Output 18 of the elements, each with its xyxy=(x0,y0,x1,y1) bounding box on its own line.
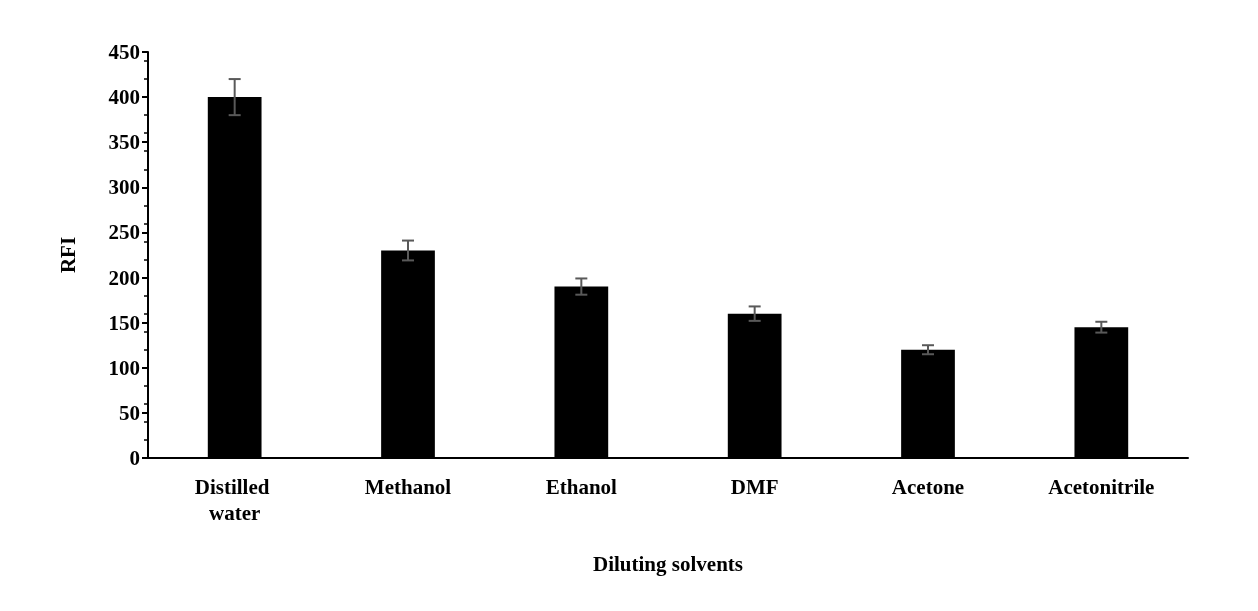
x-tick-label: Distilled water xyxy=(194,475,275,525)
x-tick-label: Ethanol xyxy=(545,475,618,499)
x-tick-label: DMF xyxy=(730,475,779,499)
y-tick-label: 300 xyxy=(108,175,140,200)
y-tick-label: 150 xyxy=(108,310,140,335)
y-tick-label: 350 xyxy=(108,130,140,155)
x-tick-label: Acetonitrile xyxy=(1048,475,1155,499)
y-tick-label: 450 xyxy=(108,40,140,64)
y-tick-label: 0 xyxy=(129,446,140,470)
y-tick-label: 400 xyxy=(108,85,140,110)
y-tick-label: 200 xyxy=(108,265,140,290)
x-axis-title: Diluting solvents xyxy=(593,551,743,576)
y-axis-title: RFI xyxy=(55,236,80,274)
x-tick-label: Methanol xyxy=(364,475,452,499)
x-tick-label: Acetone xyxy=(891,475,965,499)
y-tick-label: 100 xyxy=(108,355,140,380)
y-tick-label: 250 xyxy=(108,220,140,245)
y-tick-label: 50 xyxy=(119,400,140,425)
